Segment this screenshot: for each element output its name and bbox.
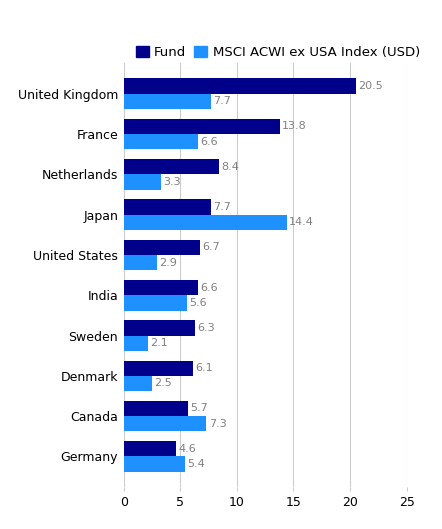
- Bar: [124, 335, 148, 351]
- Text: 20.5: 20.5: [358, 81, 383, 91]
- Bar: [124, 215, 287, 230]
- Text: 5.6: 5.6: [189, 298, 207, 308]
- Text: 2.1: 2.1: [150, 338, 168, 348]
- Bar: [124, 280, 198, 295]
- Text: 6.1: 6.1: [195, 363, 213, 373]
- Text: 7.7: 7.7: [213, 96, 231, 106]
- Text: 6.6: 6.6: [201, 282, 218, 293]
- Legend: Fund, MSCI ACWI ex USA Index (USD): Fund, MSCI ACWI ex USA Index (USD): [130, 40, 425, 64]
- Bar: [124, 401, 188, 416]
- Bar: [124, 78, 356, 94]
- Text: 14.4: 14.4: [289, 217, 314, 227]
- Bar: [124, 255, 156, 270]
- Text: 6.3: 6.3: [197, 323, 215, 333]
- Text: 5.4: 5.4: [187, 459, 205, 469]
- Text: 2.9: 2.9: [159, 258, 177, 268]
- Bar: [124, 295, 187, 311]
- Bar: [124, 175, 161, 189]
- Bar: [124, 199, 211, 215]
- Text: 3.3: 3.3: [164, 177, 181, 187]
- Text: 6.6: 6.6: [201, 136, 218, 147]
- Bar: [124, 361, 193, 376]
- Text: 7.3: 7.3: [209, 419, 226, 429]
- Text: 5.7: 5.7: [191, 404, 208, 414]
- Bar: [124, 441, 176, 457]
- Bar: [124, 457, 185, 472]
- Bar: [124, 240, 200, 255]
- Bar: [124, 159, 219, 175]
- Bar: [124, 376, 152, 391]
- Bar: [124, 118, 280, 134]
- Text: 6.7: 6.7: [202, 242, 220, 252]
- Text: 2.5: 2.5: [154, 379, 172, 388]
- Bar: [124, 416, 206, 432]
- Bar: [124, 134, 198, 149]
- Text: 4.6: 4.6: [178, 444, 196, 454]
- Text: 8.4: 8.4: [221, 162, 239, 171]
- Text: 7.7: 7.7: [213, 202, 231, 212]
- Bar: [124, 94, 211, 109]
- Text: 13.8: 13.8: [282, 121, 307, 131]
- Bar: [124, 320, 195, 335]
